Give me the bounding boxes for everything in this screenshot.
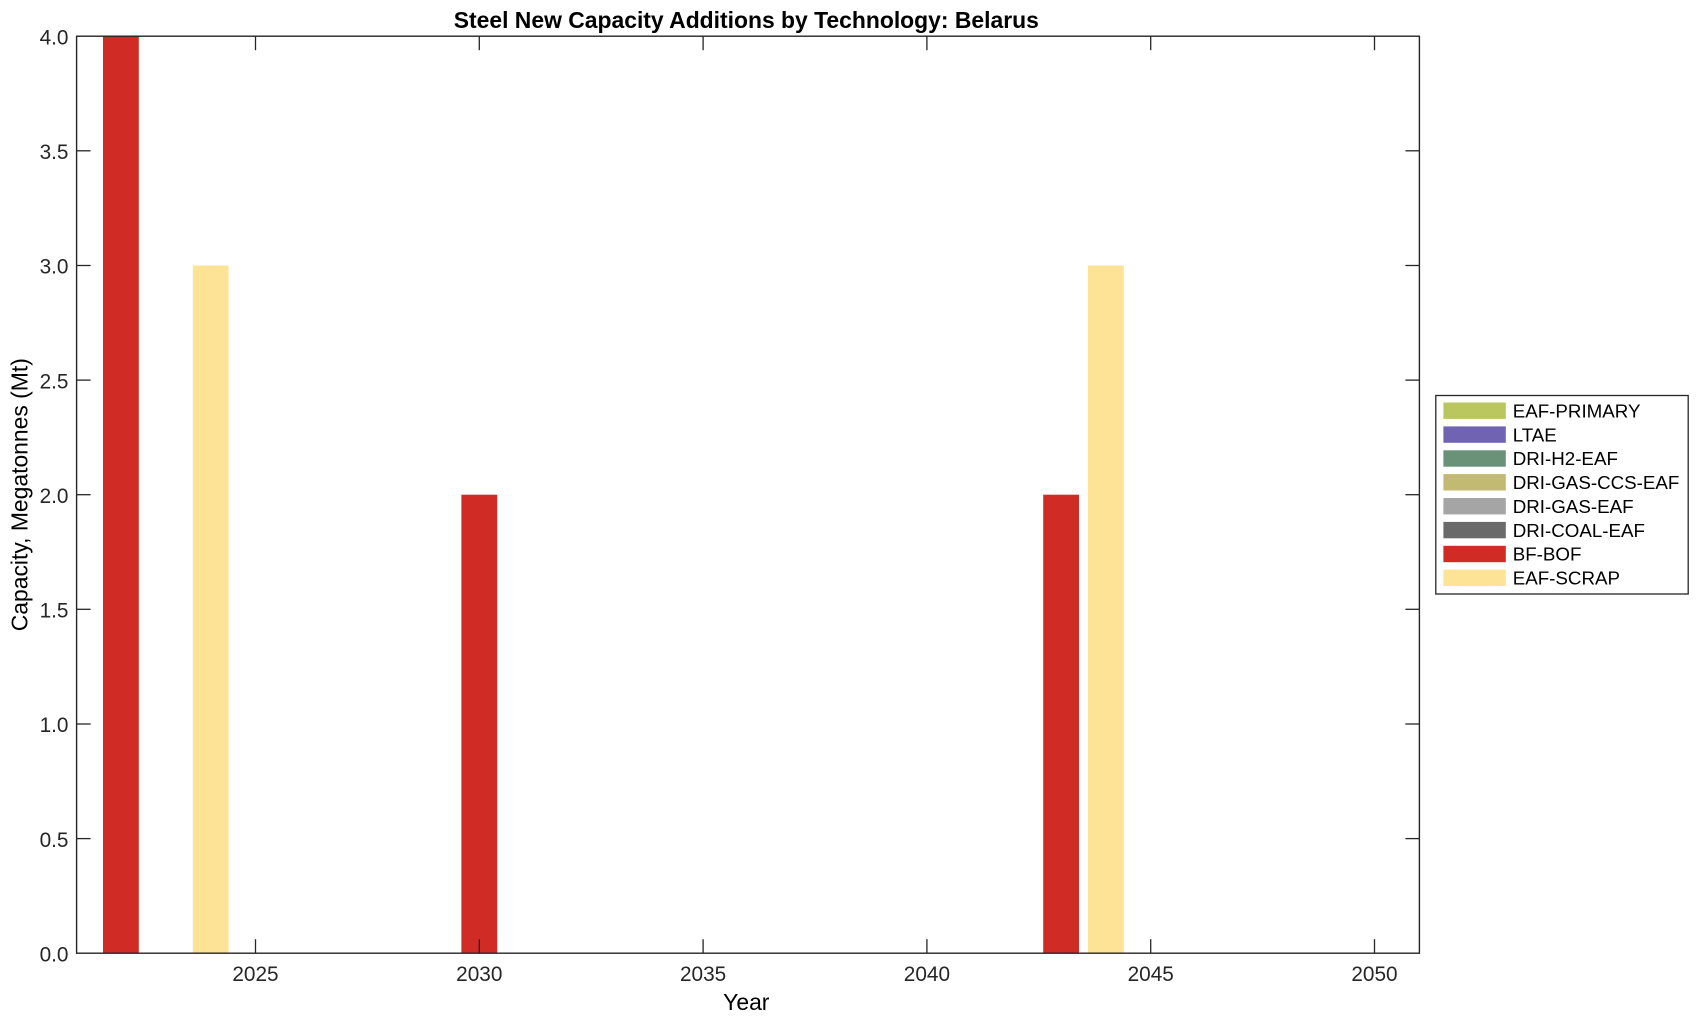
svg-text:2040: 2040 (904, 963, 950, 986)
svg-text:2035: 2035 (680, 963, 726, 986)
svg-text:4.0: 4.0 (40, 26, 69, 49)
svg-text:DRI-GAS-EAF: DRI-GAS-EAF (1513, 496, 1634, 517)
svg-text:EAF-SCRAP: EAF-SCRAP (1513, 568, 1620, 589)
svg-text:DRI-GAS-CCS-EAF: DRI-GAS-CCS-EAF (1513, 472, 1680, 493)
svg-text:2045: 2045 (1128, 963, 1174, 986)
svg-text:2050: 2050 (1351, 963, 1397, 986)
svg-text:Year: Year (723, 989, 770, 1015)
svg-text:DRI-H2-EAF: DRI-H2-EAF (1513, 448, 1618, 469)
svg-text:EAF-PRIMARY: EAF-PRIMARY (1513, 400, 1641, 421)
svg-text:2030: 2030 (456, 963, 502, 986)
svg-text:2.5: 2.5 (40, 370, 69, 393)
svg-text:3.5: 3.5 (40, 141, 69, 164)
svg-text:LTAE: LTAE (1513, 424, 1557, 445)
svg-text:2.0: 2.0 (40, 485, 69, 508)
svg-text:Steel New Capacity Additions b: Steel New Capacity Additions by Technolo… (454, 7, 1039, 33)
svg-text:Capacity, Megatonnes (Mt): Capacity, Megatonnes (Mt) (6, 358, 32, 631)
svg-text:2025: 2025 (232, 963, 278, 986)
svg-text:1.0: 1.0 (40, 714, 69, 737)
svg-text:DRI-COAL-EAF: DRI-COAL-EAF (1513, 520, 1645, 541)
svg-text:0.5: 0.5 (40, 829, 69, 852)
svg-text:1.5: 1.5 (40, 600, 69, 623)
svg-text:0.0: 0.0 (40, 943, 69, 966)
svg-text:3.0: 3.0 (40, 256, 69, 279)
svg-text:BF-BOF: BF-BOF (1513, 544, 1582, 565)
